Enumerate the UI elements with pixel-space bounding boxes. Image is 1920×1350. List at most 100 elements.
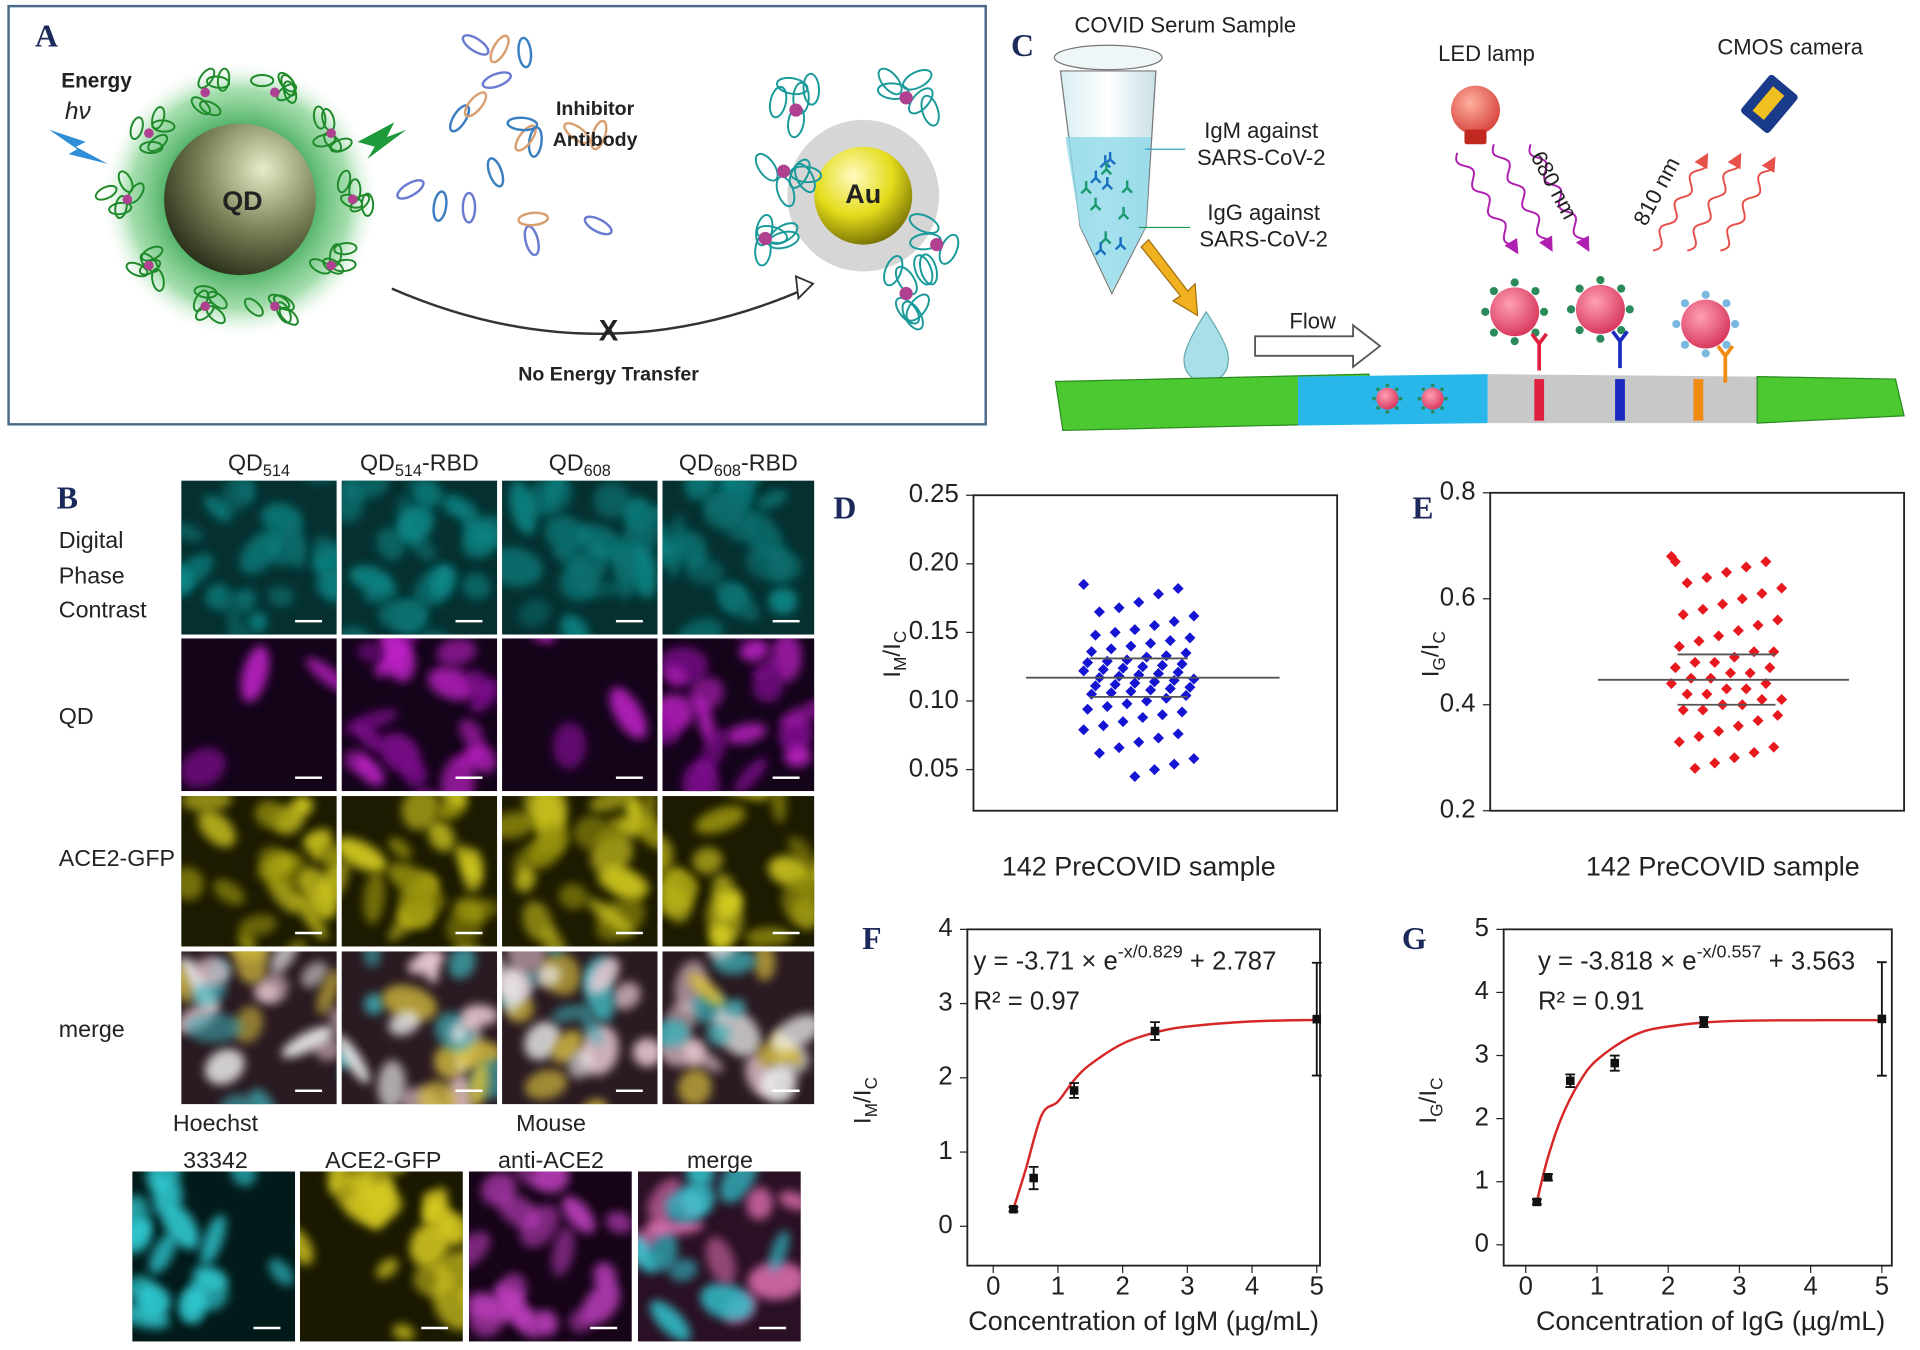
cell (747, 1261, 801, 1300)
x-tick-label: 0 (1519, 1272, 1533, 1300)
data-point (1673, 736, 1685, 748)
panel-label: A (35, 18, 58, 53)
data-point (1188, 753, 1200, 765)
protein-core (144, 128, 154, 138)
micrograph (502, 638, 658, 792)
cell (769, 1230, 790, 1272)
y-tick-label: 0.10 (909, 686, 959, 714)
cell (464, 743, 497, 774)
data-point (1760, 556, 1772, 568)
cell (440, 755, 475, 792)
micrograph (341, 951, 498, 1105)
y-axis-label: IM/IC (879, 631, 909, 678)
y-tick-label: 0.15 (909, 617, 959, 645)
tube-antibody (1080, 181, 1092, 195)
data-point (1168, 615, 1180, 627)
cell (239, 528, 284, 574)
data-point (1121, 698, 1133, 710)
cell (401, 796, 440, 831)
cell (246, 611, 268, 634)
cell (181, 747, 226, 788)
protein (125, 261, 149, 278)
au-sphere (814, 146, 913, 245)
igm-label: IgM against (1204, 118, 1318, 143)
column-label: QD608 (549, 450, 611, 480)
micrograph (181, 480, 337, 635)
protein (243, 297, 264, 317)
cell (459, 503, 479, 529)
cell (587, 898, 633, 934)
equation-part: + 2.787 (1183, 947, 1277, 975)
protein (193, 285, 218, 299)
bead-ligand (1510, 337, 1519, 346)
cell (611, 547, 632, 584)
scale-bar (455, 1089, 483, 1092)
protein (151, 119, 176, 133)
cell (327, 1171, 352, 1193)
row-label: merge (59, 1016, 125, 1042)
protein (114, 195, 128, 219)
cell (453, 897, 485, 923)
cell (299, 865, 337, 921)
data-point (1089, 629, 1101, 641)
bead-ligand (1394, 406, 1399, 410)
bead-ligand (1444, 396, 1448, 401)
cell (363, 870, 386, 925)
cell (770, 638, 802, 683)
x-tick-label: 1 (1051, 1272, 1065, 1300)
column-label-part: 608 (714, 462, 741, 480)
data-point (1764, 662, 1776, 674)
data-point (1129, 624, 1141, 636)
antibody (396, 179, 425, 200)
protein (901, 300, 924, 331)
protein (312, 133, 337, 148)
test-line (1615, 379, 1625, 421)
data-point (1728, 651, 1740, 663)
capture-antibody (1716, 344, 1735, 383)
data-point (1078, 578, 1090, 590)
cell (230, 1171, 257, 1187)
antibody (481, 71, 512, 90)
protein (883, 255, 904, 287)
bead-ligand (1489, 328, 1498, 337)
camera-lens (1752, 86, 1785, 121)
bead-ligand (1417, 396, 1422, 401)
cell (355, 756, 385, 786)
scale-bar (615, 1089, 643, 1092)
y-tick-label: 0.4 (1440, 690, 1476, 718)
column-label-part: -RBD (422, 450, 479, 476)
cell (778, 1191, 801, 1211)
x-tick-label: 5 (1310, 1272, 1324, 1300)
scale-bar (772, 931, 800, 935)
cell (132, 1275, 157, 1301)
cell (302, 832, 321, 850)
micrograph (341, 480, 498, 635)
column-label: Mouse (516, 1110, 586, 1136)
x-tick-label: 2 (1115, 1272, 1129, 1300)
cell (433, 1249, 463, 1285)
micrograph (300, 1171, 463, 1342)
cell (282, 938, 307, 947)
qd-sphere (164, 123, 316, 276)
data-point (1776, 582, 1788, 594)
micrograph (181, 951, 337, 1105)
y-tick-label: 3 (938, 988, 952, 1016)
column-label: QD608-RBD (679, 450, 798, 480)
inhibitor-label: Antibody (553, 129, 638, 151)
camera-label: CMOS camera (1717, 35, 1863, 60)
cell (669, 1258, 698, 1282)
cell (375, 1258, 399, 1279)
cell (573, 815, 610, 850)
light-wave (1720, 168, 1772, 252)
equation: y = -3.71 × e-x/0.829 + 2.787 (973, 941, 1276, 975)
bead-ligand (1531, 286, 1540, 296)
cell (733, 757, 768, 792)
protein (755, 213, 774, 247)
cell (502, 547, 543, 587)
cell (354, 722, 386, 753)
cell (392, 1323, 415, 1341)
antibody (432, 190, 448, 222)
data-point (1176, 658, 1188, 670)
test-line (1534, 379, 1545, 421)
